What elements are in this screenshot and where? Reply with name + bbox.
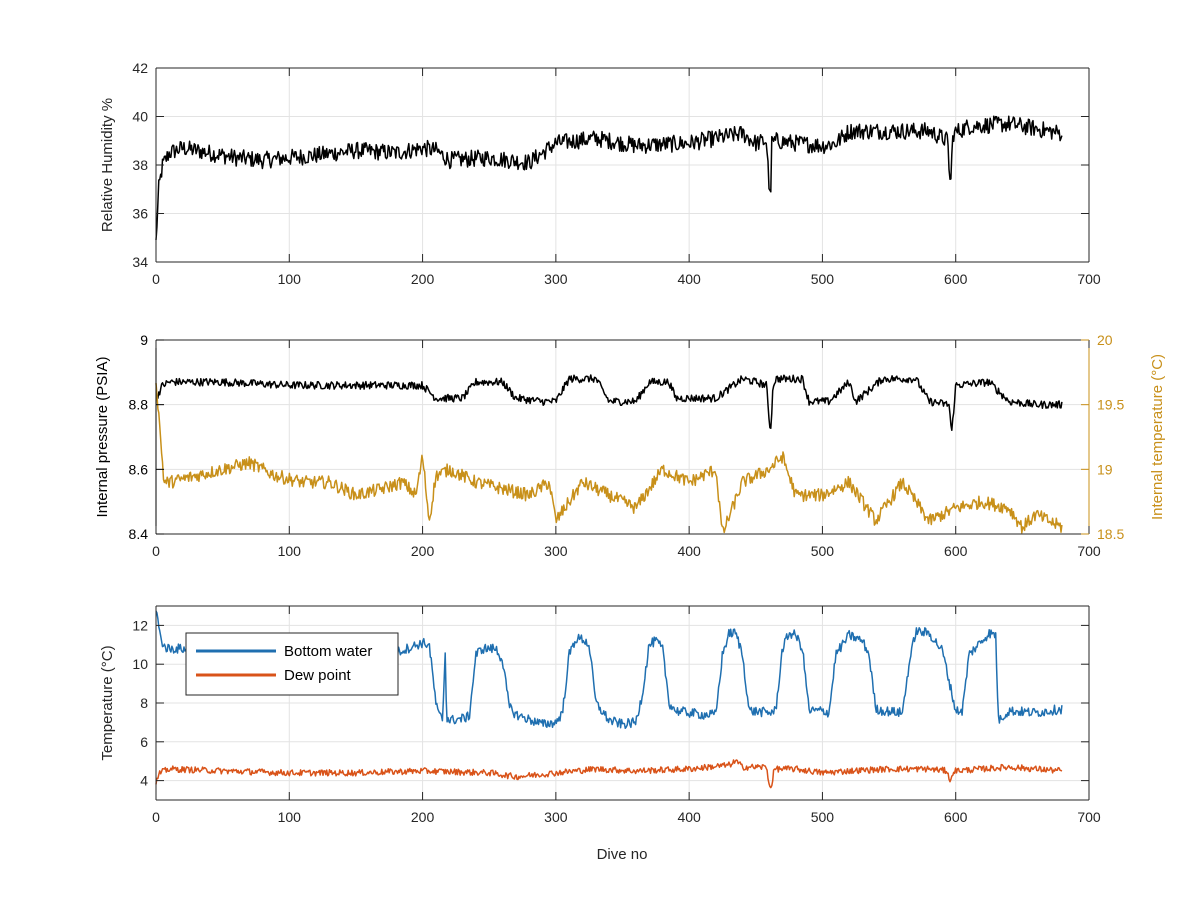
temperature-y-axis-label: Temperature (°C) <box>99 645 116 760</box>
temperature-x-tick-label: 200 <box>411 809 435 825</box>
pressure-x-tick-label: 100 <box>278 543 302 559</box>
humidity-y-tick-label: 36 <box>132 206 148 222</box>
temperature-legend: Bottom water Dew point <box>185 632 399 696</box>
humidity-series-0-line <box>155 115 1063 241</box>
temperature-x-tick-label: 300 <box>544 809 568 825</box>
humidity-x-tick-label: 400 <box>677 271 701 287</box>
pressure-x-tick-label: 400 <box>677 543 701 559</box>
legend-box <box>185 632 399 696</box>
pressure-y2-tick-label: 19.5 <box>1097 397 1124 413</box>
temperature-y-tick-label: 4 <box>140 773 148 789</box>
temperature-panel: Temperature (°C) Dive no 0 100 200 300 400 50… <box>99 605 1101 863</box>
temperature-y-tick-label: 6 <box>140 734 148 750</box>
pressure-y2-tick-label: 20 <box>1097 332 1113 348</box>
temperature-y-tick-label: 12 <box>132 617 148 633</box>
pressure-x-tick-label: 700 <box>1077 543 1101 559</box>
pressure-x-tick-label: 0 <box>152 543 160 559</box>
pressure-y-axis-label: Internal pressure (PSIA) <box>94 357 111 518</box>
pressure-y-tick-label: 9 <box>140 332 148 348</box>
humidity-y-tick-label: 34 <box>132 254 148 270</box>
humidity-x-tick-label: 300 <box>544 271 568 287</box>
humidity-x-tick-label: 0 <box>152 271 160 287</box>
pressure-y2-tick-label: 18.5 <box>1097 526 1124 542</box>
pressure-y2-tick-label: 19 <box>1097 461 1113 477</box>
temperature-x-tick-label: 500 <box>811 809 835 825</box>
temperature-y-tick-label: 8 <box>140 695 148 711</box>
temperature-x-tick-label: 700 <box>1077 809 1101 825</box>
temperature-x-tick-label: 600 <box>944 809 968 825</box>
pressure-panel: Internal pressure (PSIA) Internal temper… <box>94 332 1166 559</box>
pressure-series-1-line <box>155 383 1063 534</box>
bottom-water-legend-label: Bottom water <box>284 643 372 660</box>
temperature-x-tick-label: 0 <box>152 809 160 825</box>
pressure-series-0-line <box>155 374 1063 432</box>
humidity-x-tick-label: 500 <box>811 271 835 287</box>
humidity-x-tick-label: 700 <box>1077 271 1101 287</box>
pressure-y-tick-label: 8.6 <box>129 461 149 477</box>
pressure-x-tick-label: 600 <box>944 543 968 559</box>
pressure-x-tick-label: 300 <box>544 543 568 559</box>
x-axis-label: Dive no <box>597 846 648 863</box>
pressure-y-tick-label: 8.8 <box>129 397 149 413</box>
pressure-plot-area <box>156 340 1089 534</box>
humidity-x-tick-label: 100 <box>278 271 302 287</box>
humidity-y-tick-label: 40 <box>132 109 148 125</box>
pressure-y-tick-label: 8.4 <box>129 526 149 542</box>
pressure-x-tick-label: 200 <box>411 543 435 559</box>
dew-point-line <box>155 759 1063 789</box>
temperature-x-tick-label: 400 <box>677 809 701 825</box>
temperature-x-tick-label: 100 <box>278 809 302 825</box>
humidity-y-axis-label: Relative Humidity % <box>99 98 116 232</box>
dew-point-legend-label: Dew point <box>284 667 352 684</box>
humidity-panel: Relative Humidity % 0 100 200 300 400 500 600 7… <box>99 60 1101 287</box>
temperature-y-tick-label: 10 <box>132 656 148 672</box>
humidity-x-tick-label: 200 <box>411 271 435 287</box>
humidity-y-tick-label: 42 <box>132 60 148 76</box>
humidity-y-tick-label: 38 <box>132 157 148 173</box>
humidity-x-tick-label: 600 <box>944 271 968 287</box>
pressure-x-tick-label: 500 <box>811 543 835 559</box>
internal-temperature-y-axis-label: Internal temperature (°C) <box>1149 354 1166 520</box>
